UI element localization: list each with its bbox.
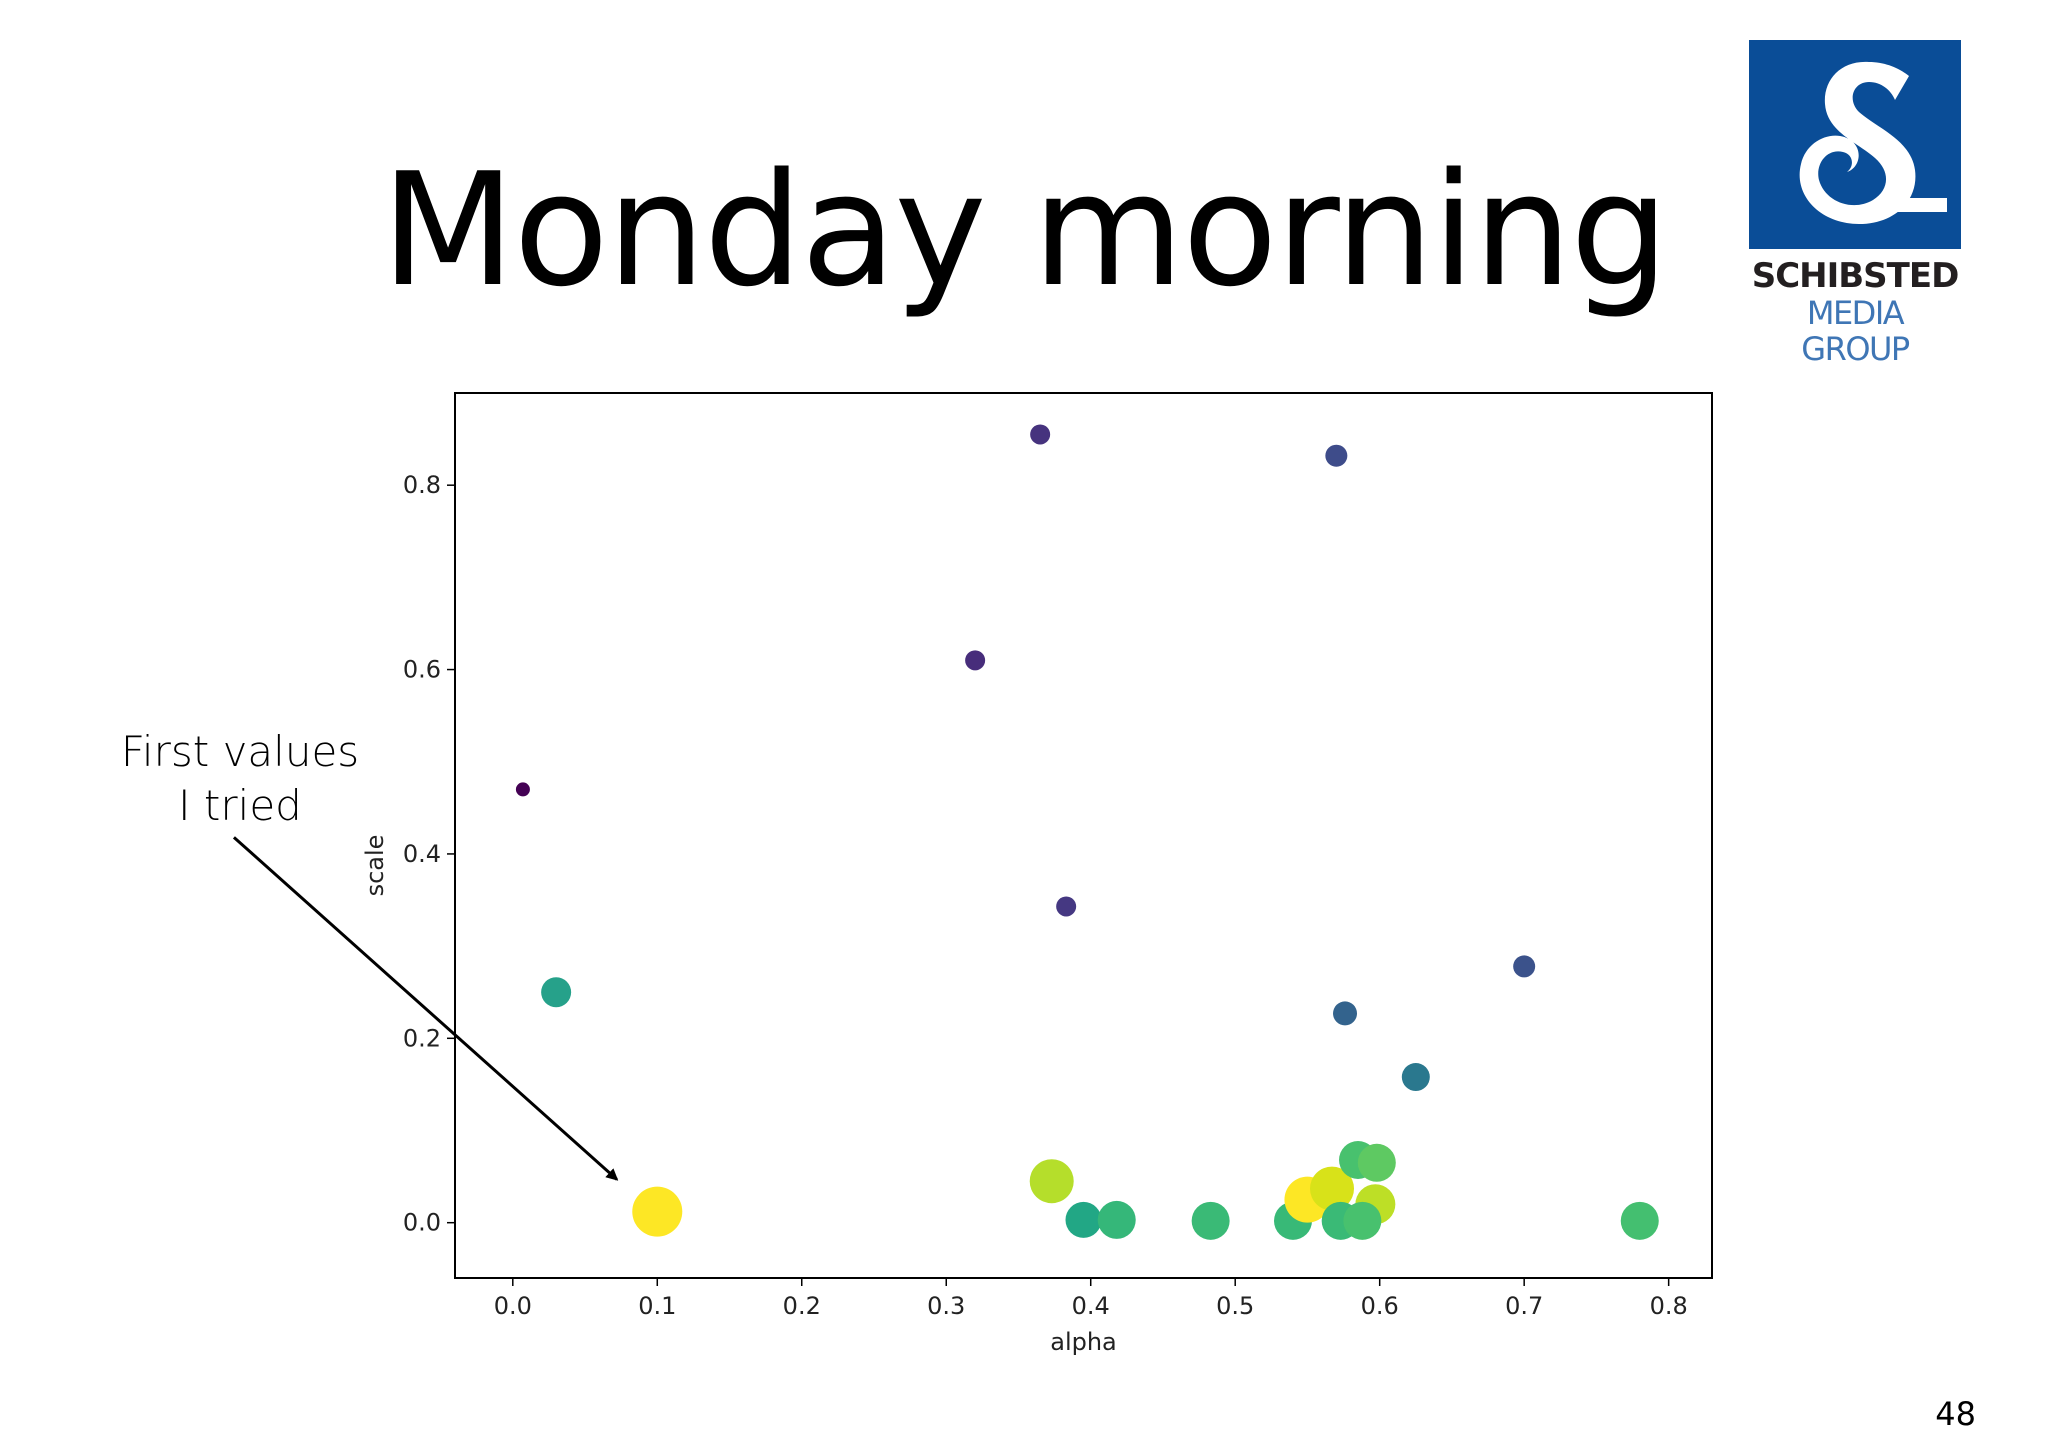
- y-tick-label-3: 0.6: [403, 656, 441, 684]
- annotation-arrow: [232, 836, 619, 1181]
- x-tick-label-0: 0.0: [494, 1292, 532, 1320]
- annotation-line-1: First values: [120, 727, 360, 776]
- scatter-point-12: [1065, 1201, 1102, 1238]
- schibsted-logo: SCHIBSTED MEDIA GROUP: [1749, 40, 1961, 367]
- x-tick-label-1: 0.1: [638, 1292, 676, 1320]
- scatter-point-23: [1620, 1201, 1659, 1240]
- x-tick-label-2: 0.2: [783, 1292, 821, 1320]
- scatter-point-8: [541, 977, 572, 1008]
- x-tick-label-8: 0.8: [1650, 1292, 1688, 1320]
- annotation-text: First values I tried: [100, 725, 380, 833]
- scatter-point-19: [1357, 1143, 1396, 1182]
- scatter-point-4: [515, 782, 530, 797]
- scatter-point-14: [1191, 1201, 1230, 1240]
- page-number: 48: [1935, 1395, 1976, 1433]
- plot-frame: [454, 392, 1713, 1279]
- scatter-point-11: [1029, 1159, 1074, 1204]
- scatter-point-2: [1325, 444, 1348, 467]
- scatter-point-5: [1056, 896, 1077, 917]
- x-tick-label-7: 0.7: [1505, 1292, 1543, 1320]
- x-tick-label-4: 0.4: [1072, 1292, 1110, 1320]
- x-tick-label-6: 0.6: [1361, 1292, 1399, 1320]
- scatter-point-10: [632, 1186, 683, 1237]
- y-tick-label-4: 0.8: [403, 471, 441, 499]
- y-tick-label-2: 0.4: [403, 840, 441, 868]
- scatter-point-1: [1030, 424, 1051, 445]
- x-tick-label-5: 0.5: [1216, 1292, 1254, 1320]
- y-tick-label-0: 0.0: [403, 1209, 441, 1237]
- scatter-point-22: [1343, 1201, 1382, 1240]
- y-axis-ticks: 0.0 0.2 0.4 0.6 0.8: [403, 471, 455, 1237]
- logo-brand-text: SCHIBSTED: [1751, 256, 1960, 296]
- slide-title: Monday morning: [380, 139, 1669, 321]
- scatter-point-9: [1401, 1063, 1430, 1092]
- scatter-point-13: [1097, 1200, 1136, 1239]
- annotation-line-2: I tried: [178, 781, 302, 830]
- logo-sub-text: MEDIA GROUP: [1801, 294, 1910, 368]
- y-tick-label-1: 0.2: [403, 1024, 441, 1052]
- scatter-point-3: [965, 650, 986, 671]
- y-axis-label: scale: [361, 835, 389, 897]
- scatter-point-17: [1310, 1166, 1355, 1211]
- scatter-point-6: [1513, 955, 1536, 978]
- x-axis-label: alpha: [1050, 1328, 1117, 1356]
- scatter-point-7: [1333, 1001, 1358, 1026]
- x-tick-label-3: 0.3: [927, 1292, 965, 1320]
- schibsted-s-mark-icon: [1749, 40, 1961, 249]
- x-axis-ticks: 0.0 0.1 0.2 0.3 0.4 0.5 0.6 0.7 0.8: [494, 1278, 1688, 1320]
- points-layer: [515, 424, 1659, 1240]
